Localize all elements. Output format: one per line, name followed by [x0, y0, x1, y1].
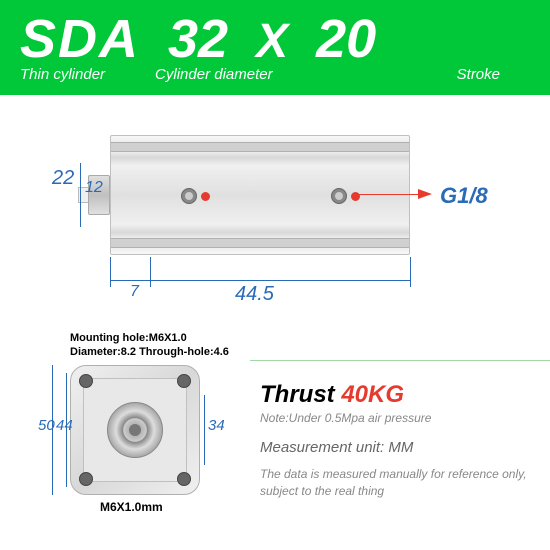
thrust-row: Thrust 40KG — [260, 381, 530, 409]
header-banner: SDA 32 X 20 Thin cylinder Cylinder diame… — [0, 0, 550, 95]
measurement-unit: Measurement unit: MM — [260, 439, 530, 456]
mount-hole-br — [177, 472, 191, 486]
dim-22: 22 — [52, 167, 74, 190]
model-code: SDA 32 X 20 — [20, 8, 530, 70]
port-arrow — [418, 189, 432, 199]
dim-line-44 — [66, 373, 67, 487]
port-leader — [355, 194, 418, 195]
dim-line-50 — [52, 365, 53, 495]
mount-hole-tr — [177, 374, 191, 388]
bottom-section: Mounting hole:M6X1.0 Diameter:8.2 Throug… — [0, 325, 550, 525]
separator-x: X — [256, 14, 288, 69]
dim-line-bottom — [110, 280, 410, 281]
label-diameter: Cylinder diameter — [155, 66, 273, 83]
side-view-drawing: 22 12 7 44.5 G1/8 — [0, 105, 550, 325]
info-panel: Thrust 40KG Note:Under 0.5Mpa air pressu… — [250, 360, 550, 525]
disclaimer-text: The data is measured manually for refere… — [260, 466, 530, 500]
port-right — [331, 188, 347, 204]
thread-label: M6X1.0mm — [100, 500, 163, 514]
mount-line2: Diameter:8.2 Through-hole:4.6 — [70, 345, 229, 359]
cylinder-body-front — [70, 365, 200, 495]
ext-line-1 — [110, 257, 111, 287]
dim-34: 34 — [208, 417, 225, 434]
stroke-value: 20 — [316, 8, 376, 70]
dim-44: 44 — [56, 417, 73, 434]
front-view-drawing: Mounting hole:M6X1.0 Diameter:8.2 Throug… — [0, 325, 250, 525]
ext-line-3 — [410, 257, 411, 287]
diameter-value: 32 — [168, 8, 228, 70]
dim-7: 7 — [130, 283, 139, 301]
label-stroke: Stroke — [457, 66, 500, 83]
mount-hole-tl — [79, 374, 93, 388]
dim-line-34 — [204, 395, 205, 465]
port-thread-label: G1/8 — [440, 183, 488, 209]
label-series: Thin cylinder — [20, 66, 105, 83]
thrust-label: Thrust — [260, 381, 341, 408]
dim-44-5: 44.5 — [235, 283, 274, 306]
cylinder-body-side — [110, 135, 410, 255]
series-code: SDA — [20, 8, 140, 70]
thrust-note: Note:Under 0.5Mpa air pressure — [260, 411, 530, 425]
port-left-marker — [201, 192, 210, 201]
mounting-hole-spec: Mounting hole:M6X1.0 Diameter:8.2 Throug… — [70, 331, 229, 360]
mount-line1: Mounting hole:M6X1.0 — [70, 331, 229, 345]
ext-line-2 — [150, 257, 151, 287]
dim-line-22 — [80, 163, 81, 227]
center-bore — [107, 402, 163, 458]
mount-hole-bl — [79, 472, 93, 486]
dim-12: 12 — [85, 179, 103, 197]
thrust-value: 40KG — [341, 381, 404, 408]
port-left — [181, 188, 197, 204]
